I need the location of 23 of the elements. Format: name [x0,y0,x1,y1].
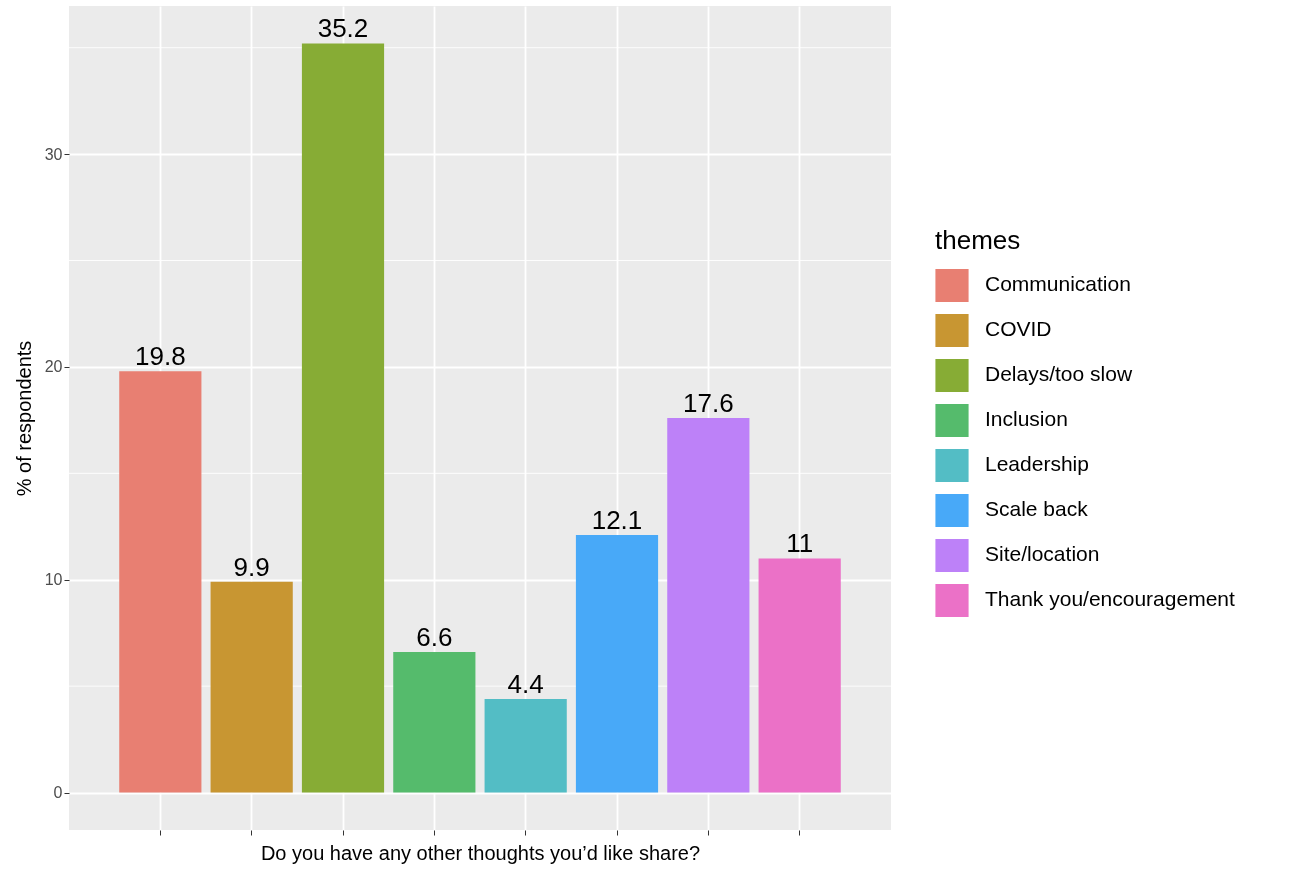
legend-label: Leadership [985,452,1089,476]
data-label: 11 [786,528,814,559]
y-tick-label: 10 [44,571,63,589]
y-tick-label: 0 [53,784,63,802]
x-axis-title: Do you have any other thoughts you’d like share? [260,841,701,864]
data-label: 17.6 [683,388,734,418]
legend-label: Thank you/encouragement [985,587,1235,611]
legend-label: COVID [985,317,1052,341]
legend-label: Inclusion [985,407,1068,431]
data-label: 12.1 [591,505,643,536]
y-axis-title: % of respondents [12,340,35,497]
data-label: 19.8 [135,341,186,372]
legend-label: Scale back [985,497,1089,521]
y-tick-label: 30 [44,145,63,163]
y-tick-label: 20 [44,358,63,376]
legend-label: Communication [985,272,1131,296]
legend-label: Site/location [985,542,1100,566]
legend-label: Delays/too slow [985,362,1133,386]
data-label: 6.6 [416,622,453,653]
legend-title: themes [935,225,1021,256]
data-label: 35.2 [317,13,369,44]
data-label: 4.4 [507,668,544,699]
data-label: 9.9 [233,551,270,582]
